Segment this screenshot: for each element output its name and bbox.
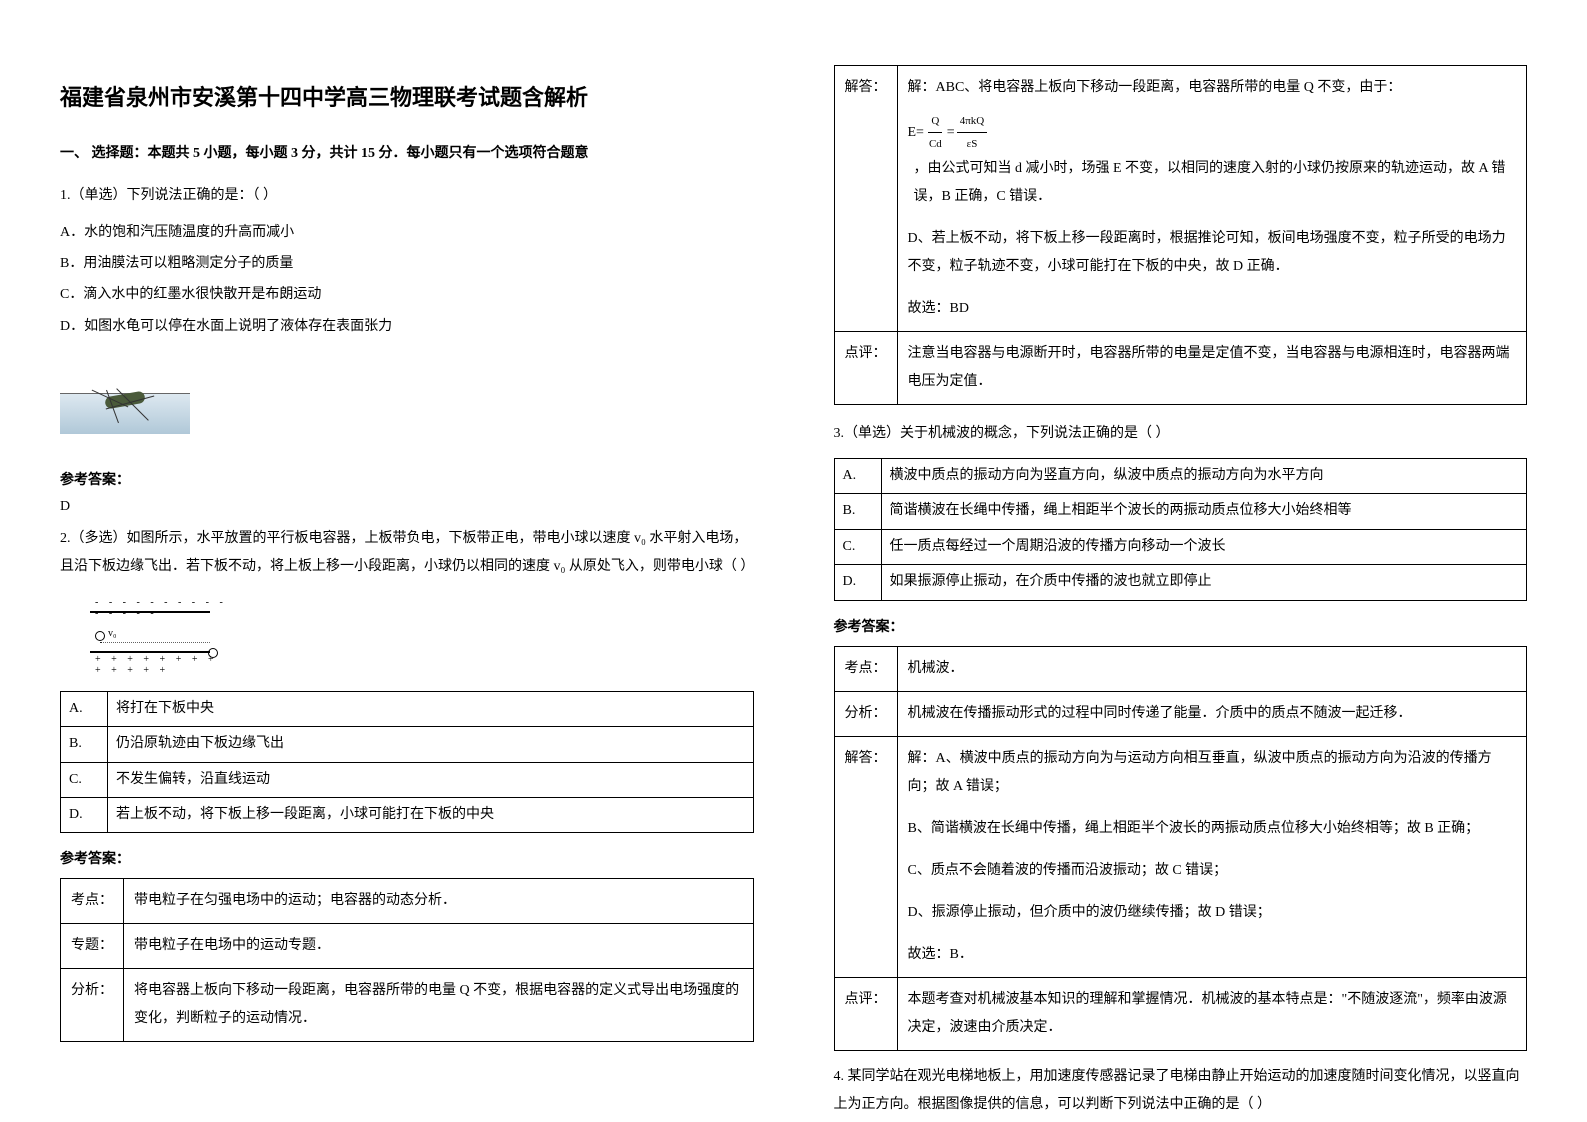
section-1-header: 一、 选择题：本题共 5 小题，每小题 3 分，共计 15 分．每小题只有一个选…: [60, 142, 754, 162]
kaodian-label: 考点：: [61, 879, 124, 924]
jieda-label: 解答：: [834, 66, 897, 332]
q1-option-b: B．用油膜法可以粗略测定分子的质量: [60, 251, 754, 276]
exit-ball: [208, 648, 218, 658]
table-row: 解答： 解：A、横波中质点的振动方向为与运动方向相互垂直，纵波中质点的振动方向为…: [834, 736, 1527, 977]
jieda-conclusion: 故选：B．: [908, 941, 1517, 969]
fraction-1: Q Cd: [926, 110, 945, 155]
option-label: C.: [834, 529, 881, 564]
fraction-2: 4πkQ εS: [957, 110, 988, 155]
kaodian-text: 带电粒子在匀强电场中的运动；电容器的动态分析．: [124, 879, 754, 924]
jieda-conclusion: 故选：BD: [908, 295, 1517, 323]
q2-analysis-table: 考点： 带电粒子在匀强电场中的运动；电容器的动态分析． 专题： 带电粒子在电场中…: [60, 878, 754, 1042]
jieda-b: B、简谐横波在长绳中传播，绳上相距半个波长的两振动质点位移大小始终相等；故 B …: [908, 815, 1517, 843]
option-text: 如果振源停止振动，在介质中传播的波也就立即停止: [881, 565, 1527, 600]
option-label: A.: [61, 691, 108, 726]
q2-stem: 2.（多选）如图所示，水平放置的平行板电容器，上板带负电，下板带正电，带电小球以…: [60, 525, 754, 581]
fenxi-label: 分析：: [834, 691, 897, 736]
option-text: 任一质点每经过一个周期沿波的传播方向移动一个波长: [881, 529, 1527, 564]
option-label: B.: [834, 494, 881, 529]
q1-answer: D: [60, 499, 754, 515]
fenxi-text: 将电容器上板向下移动一段距离，电容器所带的电量 Q 不变，根据电容器的定义式导出…: [124, 969, 754, 1042]
page-title: 福建省泉州市安溪第十四中学高三物理联考试题含解析: [60, 80, 754, 112]
q3-analysis-table: 考点： 机械波． 分析： 机械波在传播振动形式的过程中同时传递了能量．介质中的质…: [834, 646, 1528, 1051]
table-row: 专题： 带电粒子在电场中的运动专题．: [61, 924, 754, 969]
jieda-c: C、质点不会随着波的传播而沿波振动；故 C 错误；: [908, 857, 1517, 885]
table-row: 分析： 机械波在传播振动形式的过程中同时传递了能量．介质中的质点不随波一起迁移．: [834, 691, 1527, 736]
option-label: D.: [61, 797, 108, 832]
table-row: D. 若上板不动，将下板上移一段距离，小球可能打在下板的中央: [61, 797, 754, 832]
q3-stem: 3.（单选）关于机械波的概念，下列说法正确的是（ ）: [834, 420, 1528, 448]
option-text: 简谐横波在长绳中传播，绳上相距半个波长的两振动质点位移大小始终相等: [881, 494, 1527, 529]
q1-option-a: A．水的饱和汽压随温度的升高而减小: [60, 220, 754, 245]
q3-answer-label: 参考答案：: [834, 616, 1528, 636]
q3-options-table: A. 横波中质点的振动方向为竖直方向，纵波中质点的振动方向为水平方向 B. 简谐…: [834, 458, 1528, 601]
table-row: 分析： 将电容器上板向下移动一段距离，电容器所带的电量 Q 不变，根据电容器的定…: [61, 969, 754, 1042]
q1-stem: 1.（单选）下列说法正确的是：（ ）: [60, 182, 754, 210]
kaodian-text: 机械波．: [897, 646, 1527, 691]
table-row: A. 横波中质点的振动方向为竖直方向，纵波中质点的振动方向为水平方向: [834, 459, 1527, 494]
table-row: 考点： 机械波．: [834, 646, 1527, 691]
dianping-text: 本题考查对机械波基本知识的理解和掌握情况．机械波的基本特点是："不随波逐流"，频…: [897, 977, 1527, 1050]
v0-label: v₀: [108, 628, 117, 639]
charged-ball: [95, 631, 105, 641]
option-text: 若上板不动，将下板上移一段距离，小球可能打在下板的中央: [108, 797, 754, 832]
capacitor-top-plate: [90, 611, 210, 613]
zhuanti-text: 带电粒子在电场中的运动专题．: [124, 924, 754, 969]
table-row: D. 如果振源停止振动，在介质中传播的波也就立即停止: [834, 565, 1527, 600]
table-row: 解答： 解：ABC、将电容器上板向下移动一段距离，电容器所带的电量 Q 不变，由…: [834, 66, 1527, 332]
capacitor-bottom-plate: [90, 651, 210, 653]
option-text: 仍沿原轨迹由下板边缘飞出: [108, 727, 754, 762]
table-row: B. 简谐横波在长绳中传播，绳上相距半个波长的两振动质点位移大小始终相等: [834, 494, 1527, 529]
option-label: B.: [61, 727, 108, 762]
option-label: C.: [61, 762, 108, 797]
q2-options-table: A. 将打在下板中央 B. 仍沿原轨迹由下板边缘飞出 C. 不发生偏转，沿直线运…: [60, 691, 754, 834]
capacitor-figure: - - - - - - - - - - - - - - - v₀ + + + +…: [80, 591, 230, 671]
dianping-label: 点评：: [834, 332, 897, 405]
minus-plate-signs: - - - - - - - - - - - - - - -: [95, 597, 230, 619]
jieda-content: 解：ABC、将电容器上板向下移动一段距离，电容器所带的电量 Q 不变，由于： E…: [897, 66, 1527, 332]
fenxi-text: 机械波在传播振动形式的过程中同时传递了能量．介质中的质点不随波一起迁移．: [897, 691, 1527, 736]
frac-eq: =: [947, 119, 955, 147]
q1-answer-label: 参考答案：: [60, 469, 754, 489]
formula-tail: ，由公式可知当 d 减小时，场强 E 不变，以相同的速度入射的小球仍按原来的轨迹…: [914, 155, 1517, 211]
zhuanti-label: 专题：: [61, 924, 124, 969]
option-text: 横波中质点的振动方向为竖直方向，纵波中质点的振动方向为水平方向: [881, 459, 1527, 494]
option-text: 将打在下板中央: [108, 691, 754, 726]
frac-num: 4πkQ: [957, 110, 988, 133]
formula-row: E= Q Cd = 4πkQ εS ，由公式可知当 d 减小时，场强 E 不变，…: [908, 110, 1517, 211]
jieda-d: D、若上板不动，将下板上移一段距离时，根据推论可知，板间电场强度不变，粒子所受的…: [908, 225, 1517, 281]
left-column: 福建省泉州市安溪第十四中学高三物理联考试题含解析 一、 选择题：本题共 5 小题…: [0, 0, 794, 1122]
table-row: B. 仍沿原轨迹由下板边缘飞出: [61, 727, 754, 762]
table-row: C. 任一质点每经过一个周期沿波的传播方向移动一个波长: [834, 529, 1527, 564]
frac-num: Q: [928, 110, 942, 133]
dianping-label: 点评：: [834, 977, 897, 1050]
table-row: C. 不发生偏转，沿直线运动: [61, 762, 754, 797]
frac-den: εS: [964, 133, 981, 155]
jieda-a: 解：A、横波中质点的振动方向为与运动方向相互垂直，纵波中质点的振动方向为沿波的传…: [908, 745, 1517, 801]
jieda-d: D、振源停止振动，但介质中的波仍继续传播；故 D 错误；: [908, 899, 1517, 927]
frac-den: Cd: [926, 133, 945, 155]
q4-stem: 4. 某同学站在观光电梯地板上，用加速度传感器记录了电梯由静止开始运动的加速度随…: [834, 1063, 1528, 1119]
jieda-content: 解：A、横波中质点的振动方向为与运动方向相互垂直，纵波中质点的振动方向为沿波的传…: [897, 736, 1527, 977]
kaodian-label: 考点：: [834, 646, 897, 691]
table-row: 点评： 注意当电容器与电源断开时，电容器所带的电量是定值不变，当电容器与电源相连…: [834, 332, 1527, 405]
option-text: 不发生偏转，沿直线运动: [108, 762, 754, 797]
right-column: 解答： 解：ABC、将电容器上板向下移动一段距离，电容器所带的电量 Q 不变，由…: [794, 0, 1587, 1122]
jieda-label: 解答：: [834, 736, 897, 977]
jieda-head: 解：ABC、将电容器上板向下移动一段距离，电容器所带的电量 Q 不变，由于：: [908, 74, 1517, 102]
q1-option-c: C．滴入水中的红墨水很快散开是布朗运动: [60, 282, 754, 307]
table-row: 考点： 带电粒子在匀强电场中的运动；电容器的动态分析．: [61, 879, 754, 924]
option-label: A.: [834, 459, 881, 494]
q2-answer-label: 参考答案：: [60, 848, 754, 868]
water-strider-figure: [60, 354, 754, 454]
table-row: 点评： 本题考查对机械波基本知识的理解和掌握情况．机械波的基本特点是："不随波逐…: [834, 977, 1527, 1050]
fenxi-label: 分析：: [61, 969, 124, 1042]
option-label: D.: [834, 565, 881, 600]
formula-E: E=: [908, 119, 924, 147]
q2-solution-table: 解答： 解：ABC、将电容器上板向下移动一段距离，电容器所带的电量 Q 不变，由…: [834, 65, 1528, 405]
table-row: A. 将打在下板中央: [61, 691, 754, 726]
dianping-text: 注意当电容器与电源断开时，电容器所带的电量是定值不变，当电容器与电源相连时，电容…: [897, 332, 1527, 405]
q1-option-d: D．如图水龟可以停在水面上说明了液体存在表面张力: [60, 314, 754, 339]
